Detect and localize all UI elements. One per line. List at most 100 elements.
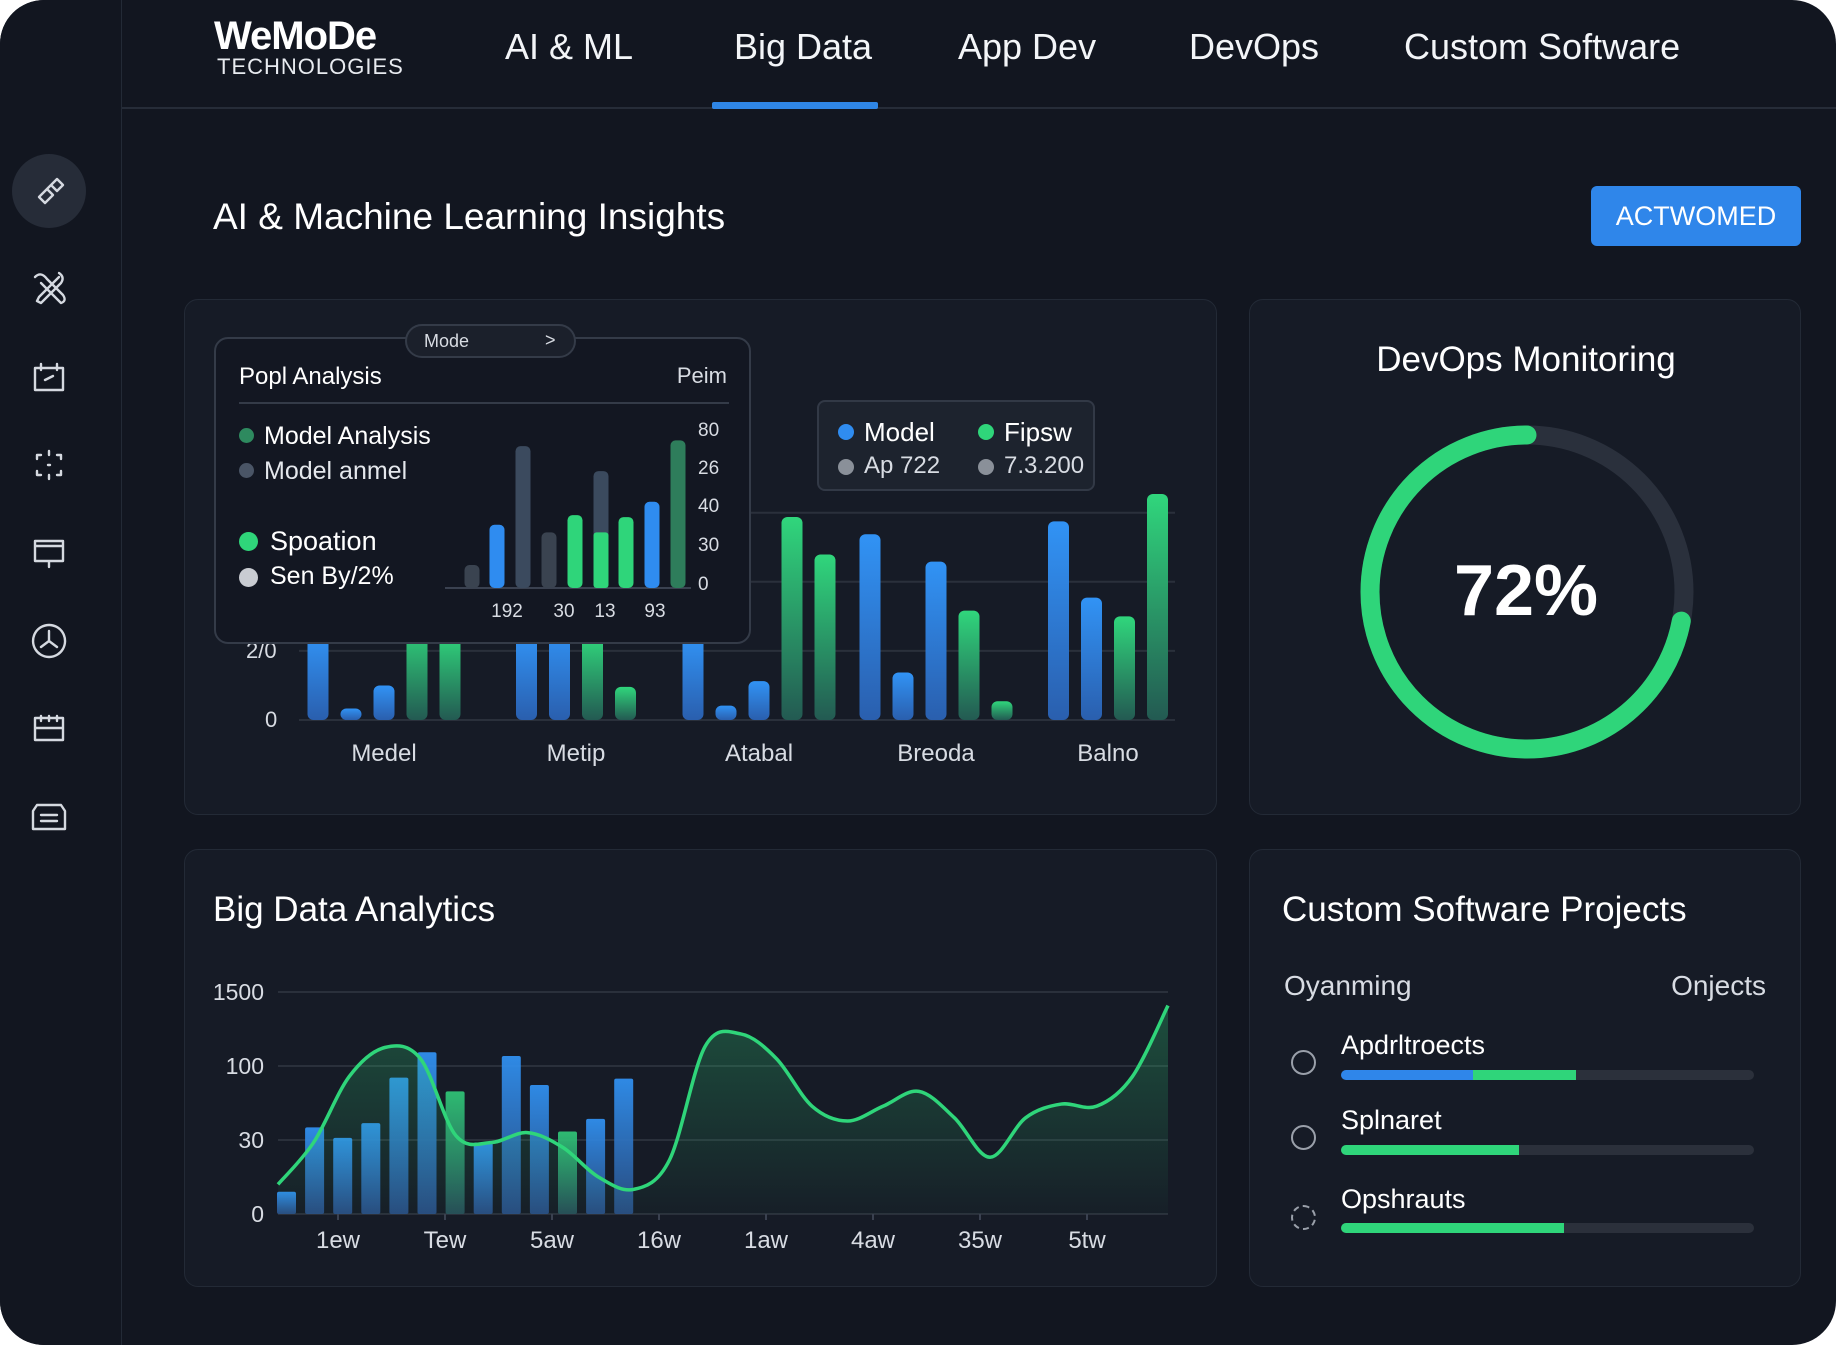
progress-fill — [1473, 1070, 1577, 1080]
bar — [614, 1078, 634, 1214]
trend-line — [276, 1004, 1170, 1192]
bar — [1114, 616, 1135, 720]
bar — [340, 708, 362, 720]
nav-custom-software[interactable]: Custom Software — [1404, 26, 1681, 67]
bar — [615, 686, 636, 720]
mini-bar — [515, 446, 531, 588]
legend-dot — [978, 424, 994, 440]
mini-bar — [618, 517, 634, 588]
x-tick-label: 1aw — [743, 1227, 789, 1254]
bar — [715, 705, 737, 720]
projects-card: Custom Software Projects Oyanming Onject… — [1249, 849, 1801, 1287]
x-tick-label: 4aw — [850, 1227, 896, 1254]
x-tick-label: 5aw — [529, 1227, 575, 1254]
calendar-icon — [33, 362, 65, 392]
bar — [748, 681, 770, 720]
mini-bar — [489, 524, 505, 588]
brand-logo[interactable]: WeMoDe — [214, 14, 377, 58]
mini-bar — [644, 501, 660, 588]
chart-legend: Model Fipsw Ap 722 7.3.200 — [817, 400, 1095, 491]
sidebar-item-inbox[interactable] — [19, 787, 79, 847]
sidebar-item-plugin[interactable] — [12, 154, 86, 228]
share-icon — [31, 623, 67, 659]
legend-label: Ap 722 — [864, 452, 941, 479]
legend-label: Sen By/2% — [270, 562, 394, 590]
sidebar-item-calendar-board[interactable] — [19, 698, 79, 758]
sidebar-item-scan[interactable] — [19, 435, 79, 495]
sidebar-item-presentation[interactable] — [19, 523, 79, 583]
category-label: Atabal — [724, 740, 794, 767]
legend-label: 7.3.200 — [1004, 452, 1085, 479]
bar — [814, 554, 836, 720]
sidebar-item-share[interactable] — [19, 611, 79, 671]
sidebar-item-tools[interactable] — [19, 257, 79, 317]
refresh-icon[interactable] — [1291, 1205, 1316, 1230]
inbox-icon — [31, 803, 67, 831]
scan-icon — [35, 449, 63, 481]
project-label: Opshrauts — [1341, 1184, 1466, 1214]
legend-label: Model anmel — [264, 457, 408, 485]
bar — [582, 636, 603, 720]
category-label: Medel — [351, 740, 417, 767]
nav-devops[interactable]: DevOps — [1189, 26, 1320, 67]
progress-bar — [1341, 1145, 1754, 1155]
mini-bar — [670, 440, 686, 588]
x-tick-label: 93 — [644, 601, 666, 622]
chevron-right-icon: > — [545, 330, 556, 350]
category-label: Metip — [546, 740, 606, 767]
bar — [859, 534, 881, 720]
y-tick-label: 0 — [265, 707, 278, 732]
legend-label: Fipsw — [1004, 417, 1072, 447]
legend-dot — [978, 459, 994, 475]
x-tick-label: 5tw — [1068, 1227, 1106, 1254]
card-title: DevOps Monitoring — [1376, 340, 1676, 379]
legend-dot — [239, 428, 254, 443]
y-tick-label: 0 — [698, 574, 709, 595]
category-label: Balno — [1077, 740, 1139, 767]
bar — [373, 685, 395, 720]
tools-icon — [33, 271, 66, 305]
bar — [406, 624, 428, 720]
mode-dropdown[interactable]: Mode > — [405, 324, 576, 358]
y-tick-label: 30 — [698, 535, 720, 556]
card-title: Big Data Analytics — [213, 890, 496, 929]
nav-big-data[interactable]: Big Data — [734, 26, 873, 67]
divider — [239, 402, 729, 404]
bar — [1081, 597, 1102, 720]
x-tick-label: 1ew — [315, 1227, 361, 1254]
ring-fill — [1360, 425, 1694, 759]
circle-icon[interactable] — [1291, 1125, 1316, 1150]
legend-dot — [838, 459, 854, 475]
column-header: Onjects — [1671, 970, 1766, 1001]
bar — [307, 633, 329, 720]
y-tick-label: 26 — [698, 458, 720, 479]
bar — [439, 633, 461, 720]
page-title: AI & Machine Learning Insights — [213, 196, 726, 237]
primary-action-button[interactable]: ACTWOMED — [1591, 186, 1801, 246]
circle-icon[interactable] — [1291, 1050, 1316, 1075]
column-header: Oyanming — [1284, 970, 1412, 1001]
project-label: Splnaret — [1341, 1105, 1442, 1135]
mode-label: Mode — [424, 331, 470, 351]
top-nav: WeMoDe TECHNOLOGIES AI & ML Big Data App… — [122, 0, 1836, 109]
bar — [682, 636, 704, 720]
nav-app-dev[interactable]: App Dev — [958, 26, 1097, 67]
legend-label: Model — [864, 417, 935, 447]
popup-corner-label: Peim — [676, 363, 727, 388]
bar — [925, 561, 947, 720]
nav-ai-ml[interactable]: AI & ML — [505, 26, 634, 67]
sidebar-item-calendar[interactable] — [19, 346, 79, 406]
progress-fill — [1341, 1223, 1565, 1233]
active-tab-indicator — [712, 102, 878, 109]
y-tick-label: 30 — [238, 1127, 264, 1153]
brand-subtitle: TECHNOLOGIES — [217, 54, 404, 79]
bar — [958, 610, 980, 720]
mini-bar — [464, 564, 480, 588]
presentation-icon — [33, 539, 65, 569]
project-label: Apdrltroects — [1341, 1030, 1486, 1060]
bar — [1147, 493, 1168, 720]
legend-dot — [239, 463, 254, 478]
